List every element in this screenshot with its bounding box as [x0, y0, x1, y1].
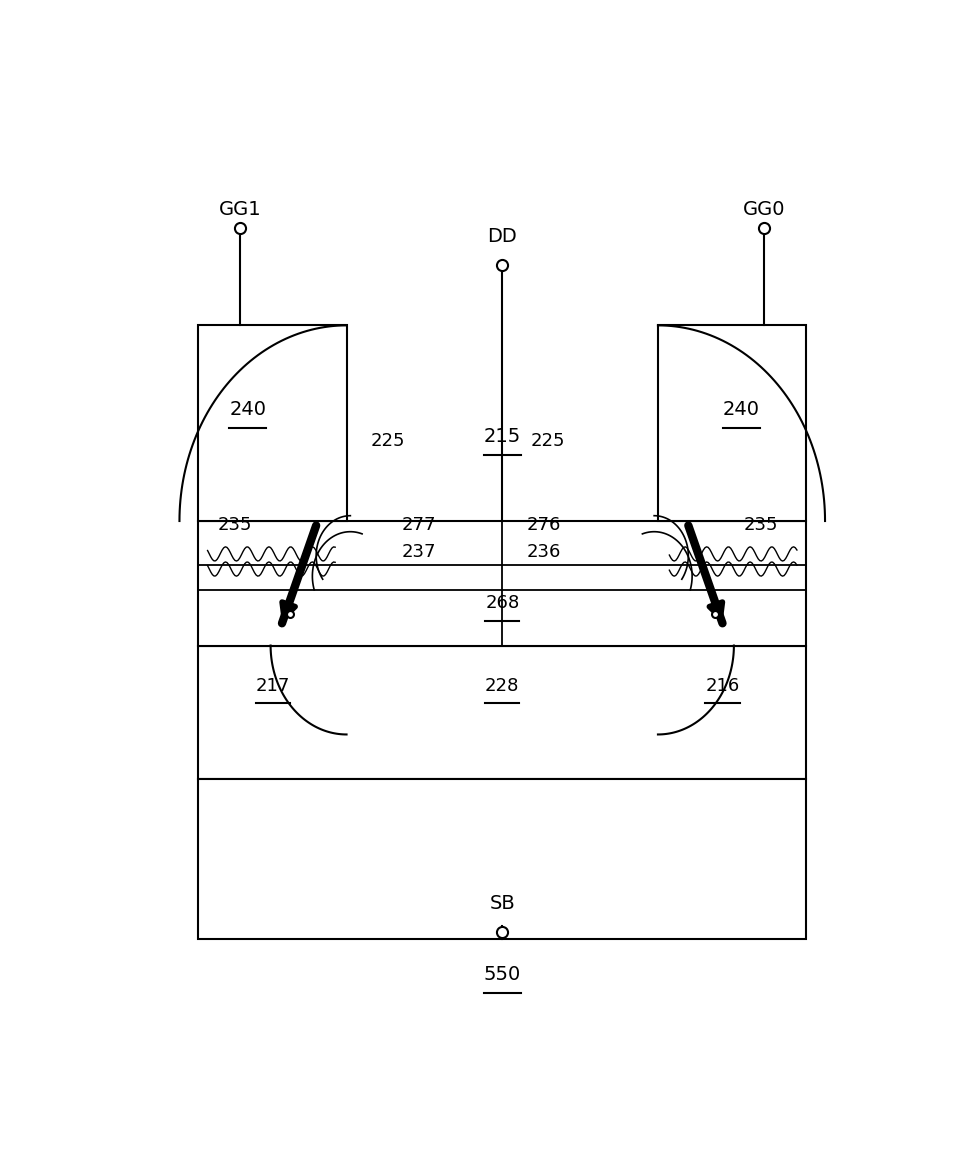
Text: 276: 276: [527, 516, 562, 535]
Bar: [198, 521, 807, 646]
Text: 550: 550: [483, 966, 521, 984]
Text: GG1: GG1: [219, 200, 262, 219]
Text: 236: 236: [527, 543, 562, 561]
Text: 228: 228: [485, 677, 519, 694]
Text: 240: 240: [723, 401, 760, 419]
Bar: [658, 326, 807, 521]
Text: 217: 217: [256, 677, 290, 694]
Text: GG0: GG0: [743, 200, 786, 219]
Text: 237: 237: [402, 543, 436, 561]
Text: DD: DD: [487, 226, 517, 246]
Text: 277: 277: [402, 516, 436, 535]
Bar: [198, 778, 807, 939]
Bar: [198, 326, 347, 521]
Text: 235: 235: [743, 516, 778, 535]
Text: SB: SB: [489, 894, 515, 912]
Text: 225: 225: [530, 432, 565, 450]
Text: 235: 235: [218, 516, 252, 535]
Text: 268: 268: [485, 594, 519, 612]
Text: 225: 225: [371, 432, 406, 450]
Text: 215: 215: [483, 427, 521, 446]
Bar: [198, 646, 807, 778]
Text: 240: 240: [229, 401, 267, 419]
Text: 216: 216: [706, 677, 740, 694]
